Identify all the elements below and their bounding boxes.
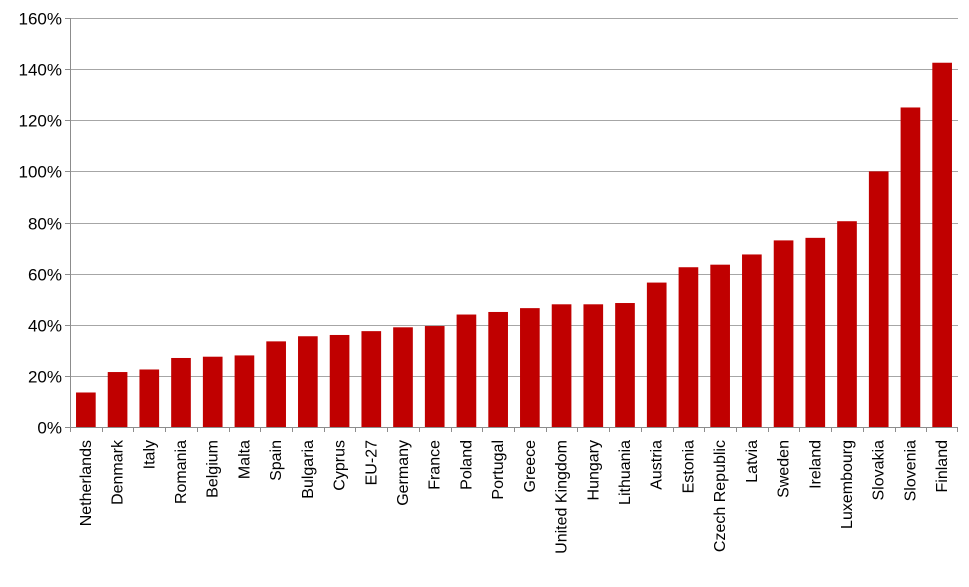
bar: [805, 237, 826, 427]
category-label: United Kingdom: [554, 440, 571, 554]
y-tick-label: 100%: [19, 163, 62, 182]
bars: [76, 62, 952, 427]
gridlines: [70, 18, 958, 377]
bar: [868, 171, 889, 427]
bar: [520, 308, 540, 427]
y-tick-label: 80%: [28, 215, 62, 234]
category-label: Cyprus: [332, 440, 349, 491]
bar: [107, 372, 128, 427]
category-label: Estonia: [680, 440, 697, 493]
category-label: Ireland: [807, 440, 824, 489]
bar: [202, 356, 223, 427]
bar: [646, 282, 667, 427]
bar: [139, 369, 160, 427]
category-label: Latvia: [744, 440, 761, 483]
category-label: Denmark: [110, 439, 127, 505]
bar: [678, 267, 699, 427]
bar: [488, 311, 508, 427]
category-label: Portugal: [490, 440, 507, 500]
bar: [456, 314, 477, 427]
bar: [932, 62, 952, 427]
category-label: Italy: [141, 440, 158, 469]
bar: [551, 304, 572, 427]
bar: [900, 107, 921, 427]
category-label: Malta: [236, 440, 253, 479]
category-label: Bulgaria: [300, 440, 317, 499]
axes: [65, 18, 958, 432]
bar: [329, 334, 350, 427]
bar: [710, 264, 730, 427]
bar: [266, 341, 286, 427]
bar: [837, 221, 857, 427]
y-tick-label: 40%: [28, 317, 62, 336]
category-label: Finland: [934, 440, 951, 492]
bar: [773, 240, 794, 427]
category-label: Sweden: [776, 440, 793, 498]
category-label: Austria: [649, 440, 666, 490]
category-label: Germany: [395, 440, 412, 506]
y-tick-label: 140%: [19, 61, 62, 80]
bar: [361, 331, 382, 427]
category-label: Lithuania: [617, 440, 634, 505]
y-axis-tick-labels: 0% 20% 40% 60% 80% 100% 120% 140% 160%: [19, 10, 62, 438]
bar: [76, 392, 96, 427]
category-label: Netherlands: [78, 440, 95, 526]
category-label: Poland: [458, 440, 475, 490]
y-tick-label: 20%: [28, 368, 62, 387]
y-tick-label: 60%: [28, 266, 62, 285]
x-axis-category-labels: Netherlands Denmark Italy Romania Belgium Mal…: [78, 439, 951, 554]
category-label: Hungary: [585, 440, 602, 500]
bar: [742, 254, 762, 427]
y-tick-label: 160%: [19, 10, 62, 29]
bar: [393, 327, 413, 427]
y-tick-label: 0%: [37, 419, 62, 438]
bar: [234, 355, 255, 427]
bar: [298, 336, 318, 427]
category-label: Romania: [173, 440, 190, 504]
category-label: France: [427, 440, 444, 490]
category-label: Belgium: [205, 440, 222, 498]
category-label: Spain: [268, 440, 285, 481]
bar: [615, 303, 635, 427]
bar: [424, 326, 445, 427]
category-label: Czech Republic: [712, 440, 729, 552]
category-label: Slovakia: [871, 440, 888, 501]
category-label: Luxembourg: [839, 440, 856, 529]
bar: [583, 304, 604, 427]
y-tick-label: 120%: [19, 112, 62, 131]
category-label: EU-27: [363, 440, 380, 485]
bar: [171, 357, 191, 427]
category-label: Slovenia: [902, 440, 919, 501]
category-label: Greece: [522, 440, 539, 493]
